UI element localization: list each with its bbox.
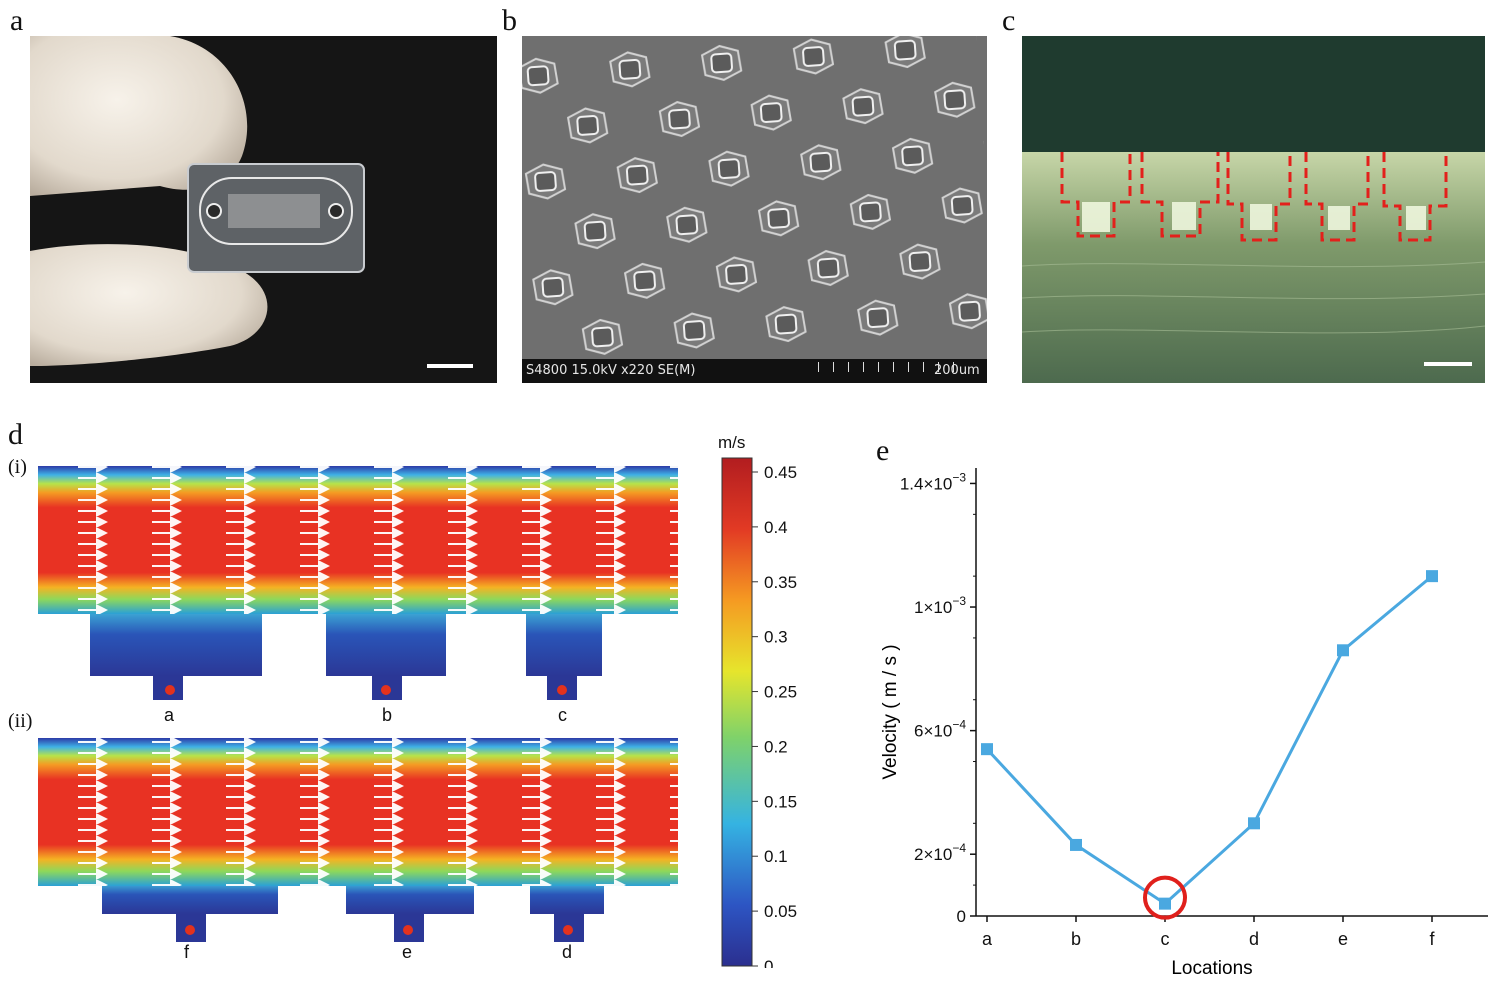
panel-label-a: a [10, 4, 24, 37]
x-tick-label: b [1071, 929, 1081, 949]
colorbar-tick-label: 0.15 [764, 792, 797, 811]
chart-axes [975, 468, 1488, 917]
data-point [1070, 838, 1082, 851]
y-axis-label: Velocity ( m / s ) [880, 644, 901, 779]
x-tick-label: d [1249, 929, 1259, 949]
well-label-d: d [562, 942, 573, 962]
chip-chamber [228, 194, 320, 228]
x-axis-label: Locations [1171, 958, 1252, 979]
colorbar-tick-label: 0.2 [764, 737, 788, 756]
colorbar-tick-label: 0.1 [764, 847, 788, 866]
lower-finger [30, 244, 268, 366]
colorbar-tick-label: 0 [764, 957, 773, 968]
sem-parameters: S4800 15.0kV x220 SE(M) [526, 363, 696, 378]
panel-label-e: e [876, 434, 890, 467]
series-points [981, 570, 1438, 910]
colorbar-ticks: 0.45 0.4 0.35 0.3 0.25 0.2 0.15 0.1 0.05 0 [752, 463, 797, 968]
optical-micrograph [1022, 36, 1485, 383]
colorbar-tick-label: 0.45 [764, 463, 797, 482]
chart-y-ticks: 0 2×10−4 6×10−4 1×10−3 1.4×10−3 [900, 470, 976, 926]
colorbar-tick-label: 0.25 [764, 683, 797, 702]
colorbar-unit: m/s [718, 433, 745, 452]
well-label-b: b [382, 705, 393, 725]
colorbar: m/s 0.45 0.4 0.35 0.3 0.25 0.2 0.15 0.1 0.05 0 [718, 433, 797, 968]
data-point [981, 743, 993, 756]
field-i [38, 466, 678, 700]
sem-image [522, 36, 987, 375]
x-tick-label: a [982, 929, 993, 949]
colorbar-tick-label: 0.3 [764, 628, 788, 647]
scale-bar-c [1424, 362, 1472, 366]
chip-photo [30, 36, 497, 383]
well-label-c: c [558, 705, 567, 725]
sem-micrograph: S4800 15.0kV x220 SE(M) 200um [522, 36, 987, 383]
x-tick-label: c [1161, 929, 1170, 949]
data-point [1426, 570, 1438, 583]
sem-scale-label: 200um [934, 363, 980, 378]
subpanel-label-i: (i) [8, 456, 27, 478]
colorbar-tick-label: 0.05 [764, 902, 797, 921]
well-label-e: e [402, 942, 413, 962]
data-point [1248, 817, 1260, 830]
chip-channel [199, 177, 353, 245]
y-tick-label: 2×10−4 [914, 841, 966, 864]
chip-inlet [206, 203, 222, 219]
well-label-f: f [184, 942, 190, 962]
y-tick-label: 1×10−3 [914, 594, 966, 617]
upper-finger [30, 36, 248, 196]
velocity-field-panel [38, 466, 678, 942]
data-point [1337, 644, 1349, 657]
highlight-circle [1143, 875, 1187, 920]
chip-outlet [328, 203, 344, 219]
data-point [1159, 897, 1171, 910]
panel-label-b: b [502, 4, 517, 37]
well-label-a: a [164, 705, 175, 725]
chart-x-ticks: a b c d e f [982, 916, 1435, 949]
field-ii [38, 738, 678, 942]
x-tick-label: f [1429, 929, 1435, 949]
scale-bar-a [427, 364, 473, 368]
panel-label-d: d [8, 418, 23, 451]
chip-photo-drawing [30, 36, 365, 366]
y-tick-label: 6×10−4 [914, 718, 966, 741]
colorbar-tick-label: 0.4 [764, 518, 788, 537]
y-tick-label: 0 [957, 907, 966, 926]
colorbar-tick-label: 0.35 [764, 573, 797, 592]
panel-label-c: c [1002, 4, 1016, 37]
series-line [985, 574, 1433, 906]
sem-scale-ticks [818, 362, 968, 372]
x-tick-label: e [1338, 929, 1348, 949]
optical-image [1022, 36, 1485, 383]
y-tick-label: 1.4×10−3 [900, 470, 966, 493]
sem-info-bar: S4800 15.0kV x220 SE(M) 200um [522, 359, 987, 383]
subpanel-label-ii: (ii) [8, 710, 33, 732]
velocity-chart: 0 2×10−4 6×10−4 1×10−3 1.4×10−3 a b c d e f Locat… [880, 468, 1488, 979]
